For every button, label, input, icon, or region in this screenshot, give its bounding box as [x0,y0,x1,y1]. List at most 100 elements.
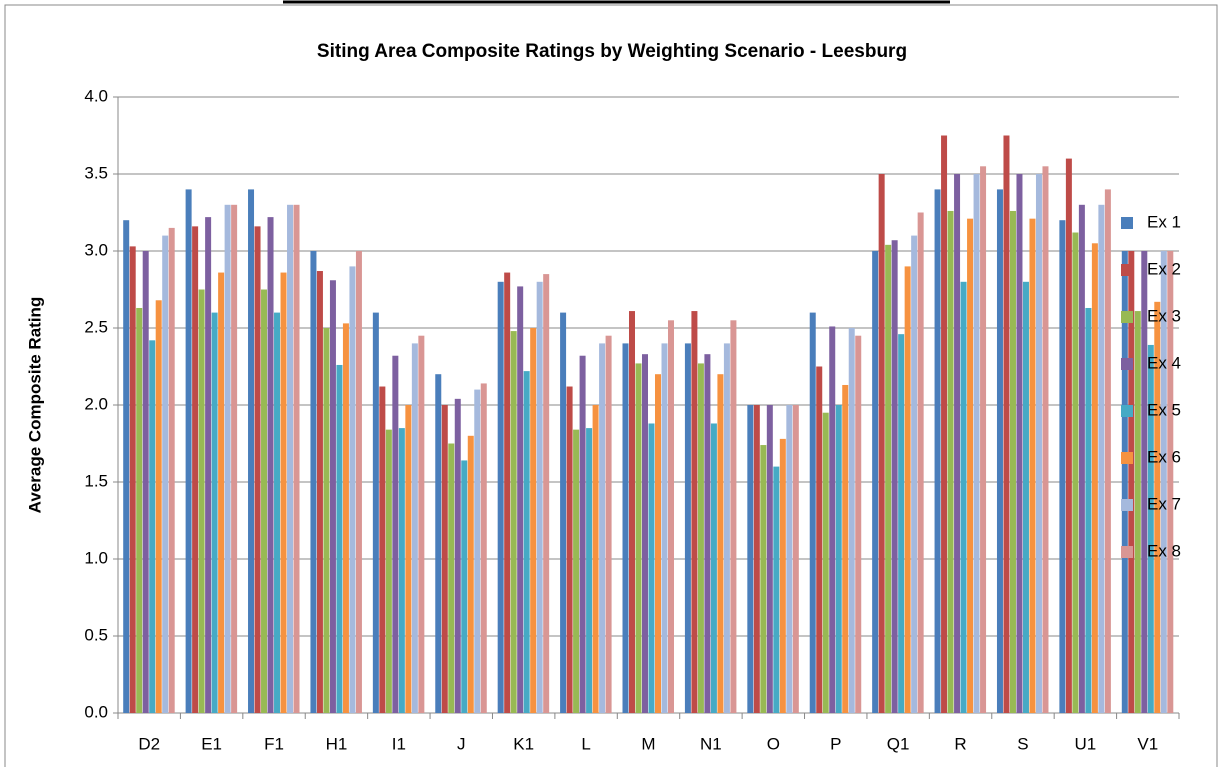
legend-swatch [1121,546,1133,558]
bar [536,281,543,713]
bar [723,343,730,713]
bar [891,240,898,713]
bar [1072,232,1079,713]
bar [517,286,524,713]
bar [668,320,674,713]
y-tick-label: 1.0 [84,548,108,567]
bar [566,386,573,713]
bar [142,251,149,713]
bar [411,343,418,713]
bar [967,218,974,713]
bar [355,251,362,713]
bar [218,272,225,713]
bar [766,405,773,713]
bar [1078,204,1085,714]
y-tick-label: 1.5 [84,471,108,490]
bar [435,374,442,713]
bar [162,235,169,713]
bar [717,374,724,713]
bar [224,204,231,714]
bar [1035,174,1042,713]
bar [809,312,816,713]
bar [405,405,412,713]
bar [822,412,829,713]
bar [599,343,606,713]
x-tick-label: N1 [700,734,722,753]
bar [996,189,1003,713]
bar [418,335,425,713]
bar [155,300,162,713]
bar [372,312,379,713]
bar [510,331,517,713]
bar [642,354,648,713]
bar [123,220,130,713]
y-tick-label: 3.5 [84,163,108,182]
bar [448,443,455,713]
bar [704,354,711,713]
legend-label: Ex 4 [1147,353,1181,372]
bar [579,355,586,713]
legend-label: Ex 7 [1147,494,1181,513]
bar [773,466,780,713]
bar [480,383,487,713]
bar [792,405,799,713]
bar [855,335,862,713]
bar [917,212,924,713]
bar [316,271,323,713]
bar [872,251,879,713]
x-tick-label: E1 [201,734,222,753]
x-tick-label: F1 [264,734,284,753]
bar [1154,301,1161,713]
bar [885,244,892,713]
bar [392,355,399,713]
legend-swatch [1121,452,1133,464]
bar [878,174,885,713]
bar [1016,174,1023,713]
bar [648,423,655,713]
x-tick-label: O [767,734,780,753]
legend-label: Ex 8 [1147,541,1181,560]
bar [904,266,911,713]
x-tick-label: P [830,734,841,753]
y-tick-label: 2.5 [84,317,108,336]
bar [697,363,704,713]
bar [231,204,238,714]
bar [185,189,192,713]
bar [655,374,661,713]
bar [816,366,823,713]
bar [592,405,599,713]
bar [1167,251,1174,713]
bar [497,281,504,713]
bar [342,323,349,713]
bar [129,246,136,713]
bar [461,460,468,713]
x-tick-label: J [457,734,466,753]
bar [842,384,849,713]
bar [1085,307,1092,713]
x-tick-label: D2 [138,734,160,753]
bar [1141,251,1148,713]
bar [310,251,317,713]
bar [848,328,855,713]
bar [474,389,481,713]
bar [211,312,218,713]
legend-label: Ex 6 [1147,447,1181,466]
x-tick-label: I1 [392,734,406,753]
legend-swatch [1121,499,1133,511]
bar [661,343,668,713]
bar [691,311,698,713]
bar [779,438,786,713]
bar [287,204,294,714]
bar [605,335,612,713]
bar [136,307,143,713]
x-tick-label: H1 [326,734,348,753]
y-tick-label: 2.0 [84,394,108,413]
y-tick-label: 4.0 [84,86,108,105]
legend-swatch [1121,264,1133,276]
bar [336,364,343,713]
legend-label: Ex 1 [1147,212,1181,231]
bar [192,226,199,714]
bar [1134,311,1141,713]
x-tick-label: R [954,734,966,753]
